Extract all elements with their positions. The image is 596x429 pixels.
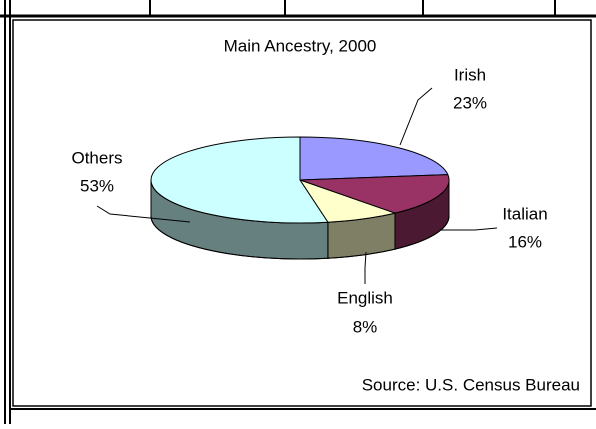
slice: [150, 136, 329, 224]
slice: [299, 136, 449, 181]
pie-tops: [150, 136, 450, 224]
slice-label: Irish: [454, 65, 486, 84]
leader-line: [96, 205, 191, 223]
source-note: Source: U.S. Census Bureau: [362, 375, 580, 394]
leader-line: [399, 87, 433, 146]
slice-value: 16%: [508, 232, 542, 251]
slice-label: Others: [71, 148, 122, 167]
leader-line: [440, 227, 498, 231]
slice-value: 8%: [353, 317, 378, 336]
slice-value: 53%: [80, 176, 114, 195]
pie: [150, 136, 450, 260]
chart-frame: [12, 19, 592, 407]
slice-label: Italian: [502, 204, 547, 223]
slice-label: English: [337, 288, 393, 307]
leader-line: [364, 251, 367, 284]
slice-value: 23%: [453, 93, 487, 112]
chart-title: Main Ancestry, 2000: [224, 36, 377, 55]
slice: [299, 174, 450, 214]
